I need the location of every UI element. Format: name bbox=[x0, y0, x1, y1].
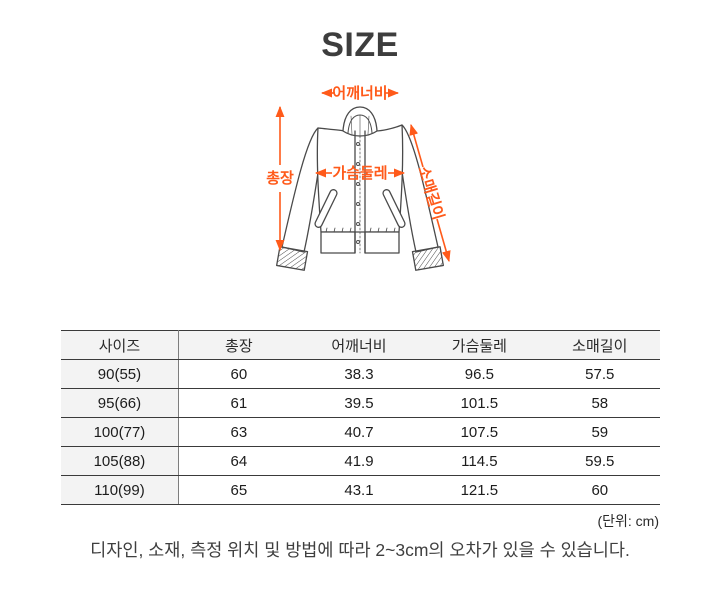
cell-length: 65 bbox=[178, 475, 299, 505]
cell-size: 110(99) bbox=[61, 475, 179, 505]
cell-length: 64 bbox=[178, 446, 299, 476]
cell-length: 61 bbox=[178, 388, 299, 418]
sleeve-arrow-up bbox=[409, 123, 424, 168]
cell-length: 60 bbox=[178, 359, 299, 389]
cell-size: 100(77) bbox=[61, 417, 179, 447]
column-header-length: 총장 bbox=[178, 330, 299, 360]
shoulder-width-label: 어깨너비 bbox=[332, 85, 387, 102]
cell-size: 90(55) bbox=[61, 359, 179, 389]
cell-chest: 114.5 bbox=[419, 446, 540, 476]
cell-chest: 107.5 bbox=[419, 417, 540, 447]
column-header-size: 사이즈 bbox=[61, 330, 179, 360]
cell-sleeve: 59.5 bbox=[539, 446, 660, 476]
cell-sleeve: 58 bbox=[539, 388, 660, 418]
cell-size: 95(66) bbox=[61, 388, 179, 418]
cell-shoulder: 39.5 bbox=[298, 388, 420, 418]
table-row: 95(66) 61 39.5 101.5 58 bbox=[61, 388, 660, 418]
cell-chest: 121.5 bbox=[419, 475, 540, 505]
table-row: 90(55) 60 38.3 96.5 57.5 bbox=[61, 359, 660, 389]
cell-sleeve: 59 bbox=[539, 417, 660, 447]
column-header-shoulder: 어깨너비 bbox=[298, 330, 420, 360]
size-table: 사이즈 총장 어깨너비 가슴둘레 소매길이 90(55) 60 38.3 96.… bbox=[61, 330, 660, 505]
column-header-sleeve: 소매길이 bbox=[539, 330, 660, 360]
cell-size: 105(88) bbox=[61, 446, 179, 476]
table-row: 110(99) 65 43.1 121.5 60 bbox=[61, 475, 660, 505]
page-title: SIZE bbox=[321, 26, 399, 64]
unit-note: (단위: cm) bbox=[597, 513, 659, 529]
cell-sleeve: 57.5 bbox=[539, 359, 660, 389]
cell-shoulder: 41.9 bbox=[298, 446, 420, 476]
table-row: 100(77) 63 40.7 107.5 59 bbox=[61, 417, 660, 447]
column-header-chest: 가슴둘레 bbox=[419, 330, 540, 360]
cell-length: 63 bbox=[178, 417, 299, 447]
cell-shoulder: 40.7 bbox=[298, 417, 420, 447]
jacket-measurement-diagram: 어깨너비 총장 가슴둘레 소매길이 bbox=[255, 78, 505, 293]
tolerance-disclaimer: 디자인, 소재, 측정 위치 및 방법에 따라 2~3cm의 오차가 있을 수 … bbox=[90, 540, 630, 560]
chest-label: 가슴둘레 bbox=[332, 165, 387, 182]
table-row: 105(88) 64 41.9 114.5 59.5 bbox=[61, 446, 660, 476]
jacket-diagram-svg: 어깨너비 총장 가슴둘레 소매길이 bbox=[266, 85, 451, 271]
cell-sleeve: 60 bbox=[539, 475, 660, 505]
sleeve-arrow-down bbox=[436, 218, 451, 263]
total-length-label: 총장 bbox=[266, 169, 294, 187]
cell-chest: 101.5 bbox=[419, 388, 540, 418]
cell-shoulder: 38.3 bbox=[298, 359, 420, 389]
cell-shoulder: 43.1 bbox=[298, 475, 420, 505]
cell-chest: 96.5 bbox=[419, 359, 540, 389]
size-table-header-row: 사이즈 총장 어깨너비 가슴둘레 소매길이 bbox=[61, 330, 660, 360]
jacket-icon bbox=[275, 106, 445, 271]
